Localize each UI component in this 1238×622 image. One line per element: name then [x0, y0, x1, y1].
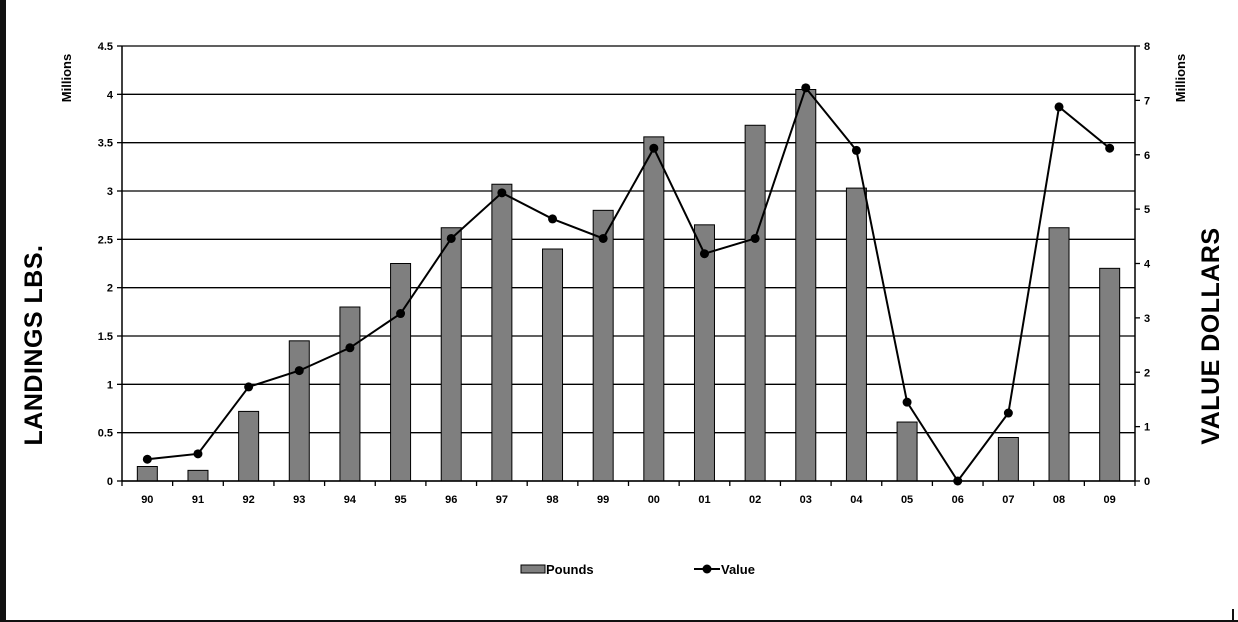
- value-point-97: [497, 188, 507, 198]
- pounds-bar-02: [744, 124, 766, 482]
- value-point-04: [851, 145, 861, 155]
- left-tick-label: 4.5: [98, 41, 113, 53]
- pounds-bar-03: [795, 89, 817, 482]
- pounds-bar-98: [542, 248, 564, 482]
- right-tick-label: 8: [1144, 41, 1150, 53]
- x-tick-label-01: 01: [698, 494, 710, 506]
- x-tick-label-90: 90: [141, 494, 153, 506]
- legend-value-marker: [702, 564, 712, 574]
- x-tick-label-91: 91: [192, 494, 204, 506]
- pounds-bar-97: [491, 183, 513, 482]
- pounds-bar-07: [997, 437, 1019, 482]
- x-tick-label-05: 05: [901, 494, 913, 506]
- value-line: [142, 83, 1115, 486]
- right-tick-label: 5: [1144, 204, 1150, 216]
- x-tick-label-00: 00: [648, 494, 660, 506]
- x-tick-label-99: 99: [597, 494, 609, 506]
- right-tick-label: 7: [1144, 95, 1150, 107]
- x-tick-label-93: 93: [293, 494, 305, 506]
- left-axis-ticks: 0 0.5 1 1.5 2 2.5 3 3.5 4 4.5: [98, 41, 122, 488]
- left-tick-label: 3.5: [98, 138, 113, 150]
- value-point-99: [598, 233, 608, 243]
- x-tick-label-02: 02: [749, 494, 761, 506]
- right-axis-unit: Millions: [1173, 54, 1188, 102]
- legend-value-label: Value: [721, 562, 755, 577]
- pounds-bar-90: [136, 466, 158, 482]
- pounds-bar-96: [440, 227, 462, 482]
- value-point-00: [649, 143, 659, 153]
- pounds-bar-93: [288, 340, 310, 482]
- value-point-90: [142, 454, 152, 464]
- axes: [121, 46, 1136, 482]
- left-tick-label: 2.5: [98, 234, 113, 246]
- x-tick-label-92: 92: [243, 494, 255, 506]
- x-tick-label-09: 09: [1104, 494, 1116, 506]
- value-point-01: [699, 249, 709, 259]
- legend-pounds-swatch: [520, 564, 546, 574]
- value-point-03: [801, 83, 811, 93]
- pounds-bar-00: [643, 136, 665, 482]
- right-axis-title: VALUE DOLLARS: [1197, 227, 1225, 444]
- pounds-bar-01: [693, 224, 715, 482]
- left-tick-label: 1.5: [98, 331, 113, 343]
- left-tick-label: 1: [107, 379, 113, 391]
- legend: Pounds Value: [520, 562, 755, 577]
- pounds-bar-91: [187, 469, 209, 482]
- left-tick-label: 2: [107, 283, 113, 295]
- value-point-02: [750, 233, 760, 243]
- pounds-bar-99: [592, 209, 614, 482]
- value-series-line: [147, 85, 1111, 483]
- pounds-bar-04: [845, 187, 867, 482]
- pounds-bar-05: [896, 421, 918, 482]
- right-tick-label: 0: [1144, 476, 1150, 488]
- x-tick-label-07: 07: [1002, 494, 1014, 506]
- x-tick-label-96: 96: [445, 494, 457, 506]
- gridlines: [122, 45, 1135, 482]
- value-point-94: [345, 343, 355, 353]
- x-axis-ticks: 90 91 92 93 94 95 96 97 98 99 00 01 02 03 04 05 06 07 08 09: [121, 481, 1136, 506]
- left-tick-label: 3: [107, 186, 113, 198]
- pounds-bar-09: [1099, 267, 1121, 482]
- right-tick-label: 2: [1144, 367, 1150, 379]
- value-point-98: [548, 214, 558, 224]
- pounds-bar-95: [390, 263, 412, 482]
- x-tick-label-06: 06: [952, 494, 964, 506]
- value-point-07: [1003, 408, 1013, 418]
- pounds-bars: [136, 89, 1121, 482]
- x-tick-label-94: 94: [344, 494, 357, 506]
- right-tick-label: 4: [1144, 259, 1151, 271]
- right-tick-label: 1: [1144, 422, 1150, 434]
- x-tick-label-97: 97: [496, 494, 508, 506]
- x-tick-label-98: 98: [546, 494, 558, 506]
- value-point-09: [1105, 143, 1115, 153]
- x-tick-label-04: 04: [850, 494, 863, 506]
- value-point-05: [902, 397, 912, 407]
- right-tick-label: 6: [1144, 150, 1150, 162]
- value-point-93: [294, 366, 304, 376]
- left-tick-label: 4: [107, 89, 114, 101]
- value-point-96: [446, 233, 456, 243]
- pounds-bar-94: [339, 306, 361, 482]
- left-axis-title: LANDINGS LBS.: [20, 245, 48, 446]
- x-tick-label-95: 95: [394, 494, 406, 506]
- value-point-08: [1054, 102, 1064, 112]
- value-point-91: [193, 449, 203, 459]
- pounds-bar-08: [1048, 227, 1070, 482]
- value-point-95: [396, 309, 406, 319]
- left-tick-label: 0.5: [98, 428, 113, 440]
- x-tick-label-08: 08: [1053, 494, 1065, 506]
- right-axis-ticks: 0 1 2 3 4 5 6 7 8: [1135, 41, 1151, 488]
- right-tick-label: 3: [1144, 313, 1150, 325]
- left-tick-label: 0: [107, 476, 113, 488]
- pounds-bar-92: [238, 410, 260, 482]
- value-point-92: [244, 382, 254, 392]
- frame-corner-tick: [1232, 609, 1234, 622]
- left-axis-unit: Millions: [59, 54, 74, 102]
- x-tick-label-03: 03: [800, 494, 812, 506]
- legend-pounds-label: Pounds: [546, 562, 594, 577]
